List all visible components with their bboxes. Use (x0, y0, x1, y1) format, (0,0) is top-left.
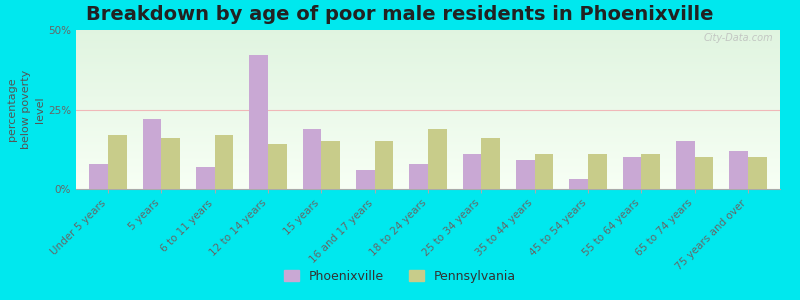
Bar (250, 56, 268, 189)
Bar (462, 154, 482, 189)
Bar (534, 154, 554, 189)
Bar (622, 157, 642, 189)
Bar (428, 129, 446, 189)
Bar (356, 170, 374, 189)
Bar (268, 145, 286, 189)
Bar (482, 138, 500, 189)
Bar (410, 164, 428, 189)
Bar (694, 157, 714, 189)
Bar (730, 151, 748, 189)
Text: Breakdown by age of poor male residents in Phoenixville: Breakdown by age of poor male residents … (86, 4, 714, 23)
Bar (570, 179, 588, 189)
Bar (108, 135, 126, 189)
Bar (748, 157, 766, 189)
Bar (196, 167, 214, 189)
Bar (642, 154, 660, 189)
Bar (676, 141, 694, 189)
Bar (516, 160, 534, 189)
Bar (588, 154, 606, 189)
Bar (302, 129, 322, 189)
Bar (90, 164, 108, 189)
Bar (374, 141, 394, 189)
Legend: Phoenixville, Pennsylvania: Phoenixville, Pennsylvania (279, 265, 521, 288)
Text: City-Data.com: City-Data.com (703, 33, 773, 43)
Bar (142, 119, 162, 189)
Bar (322, 141, 340, 189)
Y-axis label: percentage
below poverty
level: percentage below poverty level (7, 70, 46, 149)
Bar (162, 138, 180, 189)
Bar (214, 135, 234, 189)
